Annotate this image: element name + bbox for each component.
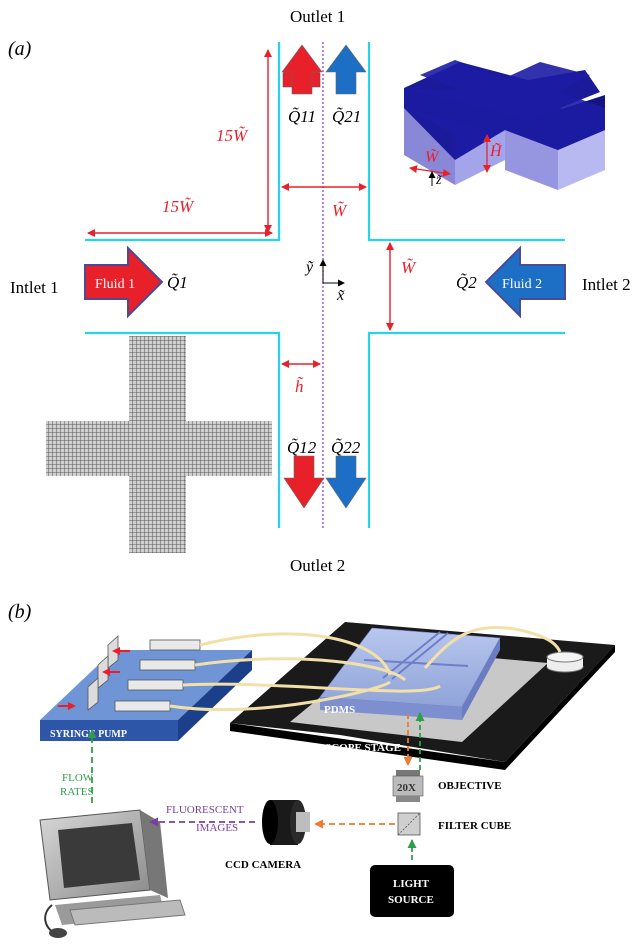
outlet-2-label: Outlet 2: [290, 556, 345, 575]
axis-x-label: x̃: [336, 287, 345, 304]
axis-y-label: ỹ: [304, 259, 314, 276]
channel-walls: [85, 42, 565, 528]
outlet-1-blue-arrow: [325, 44, 367, 95]
ccd-camera-label: CCD CAMERA: [225, 859, 301, 871]
q-inlet-1-label: Q̃1: [167, 273, 188, 292]
syringe-pump: [40, 635, 252, 741]
flow-rates-line-1: FLOW: [62, 772, 94, 784]
inset-z-label: z̃: [435, 173, 442, 188]
q21-label: Q̃21: [332, 107, 361, 126]
panel-b-label: (b): [8, 601, 32, 623]
light-source-line-1: LIGHT: [393, 878, 430, 890]
objective-magnification: 20X: [397, 782, 416, 794]
fluorescent-line-2: IMAGES: [196, 822, 238, 834]
fluid-1-label: Fluid 1: [95, 277, 135, 292]
light-source-line-2: SOURCE: [388, 894, 434, 906]
q-inlet-2-label: Q̃2: [456, 273, 477, 292]
outlet-2-red-arrow: [283, 455, 325, 509]
objective: [392, 770, 424, 802]
filter-cube: [397, 812, 421, 836]
microscope-stage: [230, 622, 615, 770]
flow-rates-line-2: RATES: [60, 786, 94, 798]
filter-cube-label: FILTER CUBE: [438, 820, 511, 832]
coordinate-axes: [319, 259, 345, 287]
ccd-camera: [262, 800, 310, 845]
light-source: [370, 865, 454, 917]
tubing: [169, 625, 562, 712]
computer: [39, 809, 186, 938]
microscope-stage-label: MICROSCOPE STAGE: [286, 742, 401, 754]
q12-label: Q̃12: [287, 438, 317, 457]
dim-w-right: W̃: [401, 258, 417, 277]
panel-a-label: (a): [8, 38, 32, 60]
inlet-1-label: Intlet 1: [10, 278, 59, 297]
dimension-arrows: [87, 49, 394, 368]
dim-w-top: W̃: [332, 201, 348, 220]
objective-label: OBJECTIVE: [438, 780, 502, 792]
dim-h: h̃: [295, 377, 304, 396]
fluorescent-line-1: FLUORESCENT: [166, 804, 244, 816]
syringe-pump-label: SYRINGE PUMP: [50, 729, 127, 740]
outlet-2-blue-arrow: [325, 455, 367, 509]
outlet-1-label: Outlet 1: [290, 7, 345, 26]
q22-label: Q̃22: [331, 438, 361, 457]
inlet-2-label: Intlet 2: [582, 275, 631, 294]
dim-15w-vertical: 15W̃: [216, 126, 249, 145]
inset-h-label: H̃: [489, 142, 503, 160]
channel-3d-inset: [404, 60, 605, 190]
dim-15w-horizontal: 15W̃: [162, 197, 195, 216]
pdms-label: PDMS: [324, 704, 355, 716]
fluid-1-arrow: [84, 245, 164, 319]
outlet-1-red-arrow-shape: [281, 44, 323, 95]
mesh-cross: [46, 336, 272, 553]
inset-w-label: W̃: [425, 148, 440, 166]
fluid-2-arrow: [484, 245, 566, 319]
fluid-2-label: Fluid 2: [502, 277, 542, 292]
q11-label: Q̃11: [288, 107, 316, 126]
